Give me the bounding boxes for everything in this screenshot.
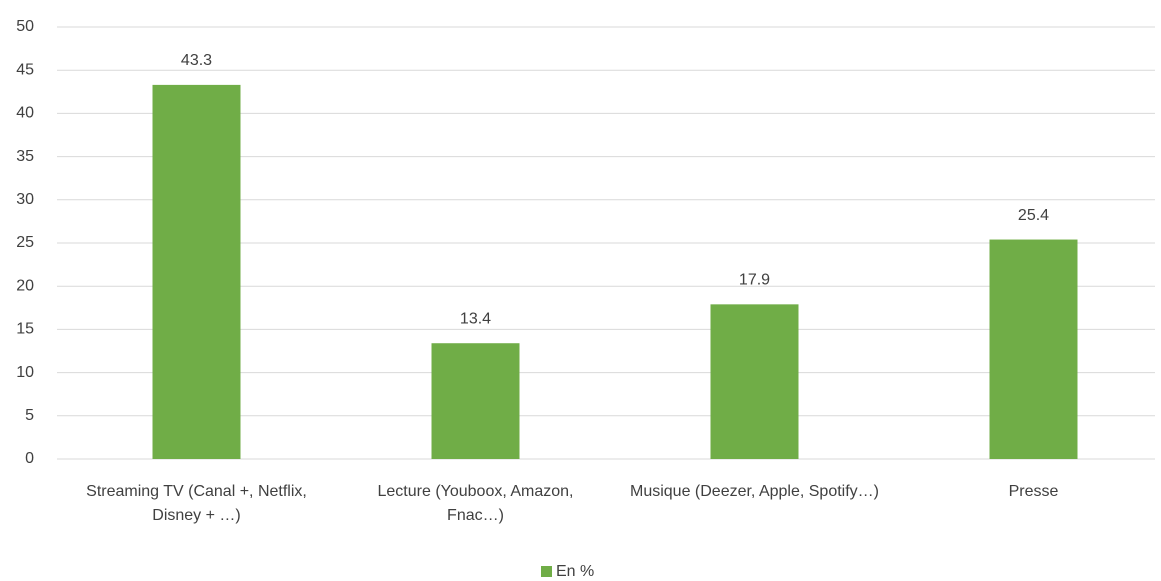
y-tick-label: 15 — [16, 321, 34, 338]
y-tick-label: 35 — [16, 148, 34, 165]
data-label: 43.3 — [181, 52, 212, 69]
x-tick-label: Lecture (Youboox, Amazon, Fnac…) — [377, 483, 574, 524]
y-tick-label: 40 — [16, 105, 34, 122]
data-label: 17.9 — [739, 272, 770, 289]
bar — [710, 304, 799, 459]
y-tick-label: 25 — [16, 234, 34, 251]
data-label: 25.4 — [1018, 207, 1049, 224]
bar — [989, 239, 1078, 459]
bar — [431, 343, 520, 459]
y-tick-label: 0 — [25, 450, 34, 467]
y-tick-label: 20 — [16, 277, 34, 294]
bar — [152, 84, 241, 459]
y-tick-label: 50 — [16, 18, 34, 35]
x-tick-label: Streaming TV (Canal +, Netflix, Disney +… — [86, 483, 307, 524]
y-tick-label: 5 — [25, 407, 34, 424]
data-label: 13.4 — [460, 310, 491, 327]
y-tick-label: 30 — [16, 191, 34, 208]
x-tick-label: Musique (Deezer, Apple, Spotify…) — [629, 483, 879, 500]
x-tick-label: Presse — [1008, 483, 1059, 500]
y-tick-label: 45 — [16, 61, 34, 78]
y-tick-label: 10 — [16, 364, 34, 381]
legend-swatch — [541, 566, 552, 577]
legend-label: En % — [556, 563, 594, 580]
